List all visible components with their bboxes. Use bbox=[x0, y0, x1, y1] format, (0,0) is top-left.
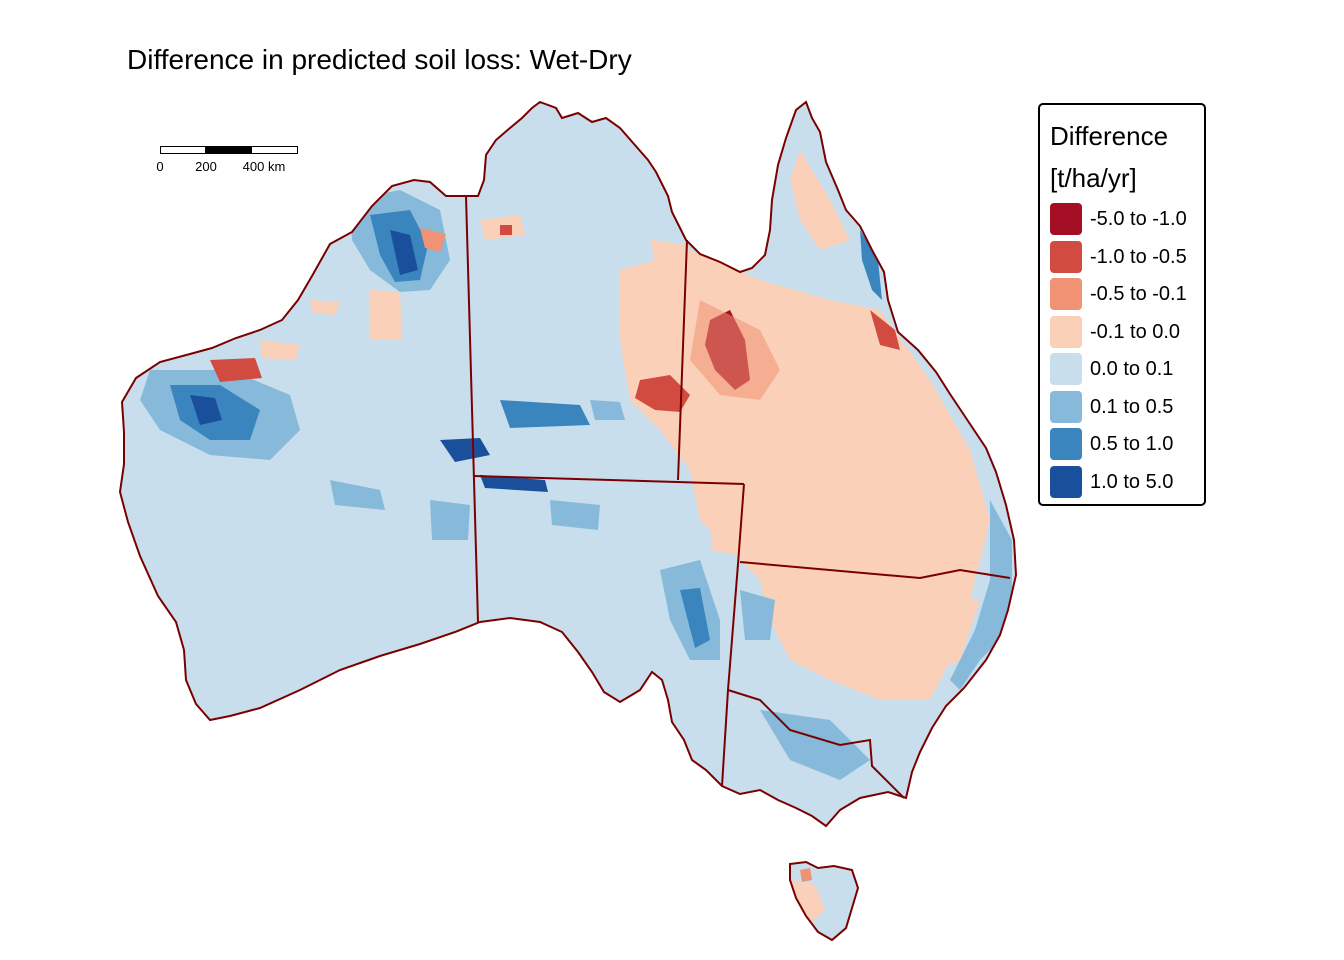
legend-label: 1.0 to 5.0 bbox=[1090, 470, 1174, 493]
legend-swatch bbox=[1050, 240, 1082, 273]
border-nt-sa bbox=[473, 475, 745, 485]
legend-label: -1.0 to -0.5 bbox=[1090, 245, 1187, 268]
legend-swatch bbox=[1050, 428, 1082, 460]
legend-item: 1.0 to 5.0 bbox=[1050, 465, 1200, 498]
legend: Difference [t/ha/yr] -5.0 to -1.0 -1.0 to… bbox=[1038, 103, 1206, 506]
legend-item: -1.0 to -0.5 bbox=[1050, 240, 1200, 273]
scale-segment-3 bbox=[251, 146, 298, 154]
legend-unit: [t/ha/yr] bbox=[1050, 163, 1137, 193]
legend-swatch bbox=[1050, 465, 1082, 498]
legend-label: 0.1 to 0.5 bbox=[1090, 395, 1174, 418]
border-nt-qld bbox=[677, 239, 688, 481]
border-nsw-vic bbox=[727, 689, 905, 799]
legend-label: 0.0 to 0.1 bbox=[1090, 358, 1174, 380]
legend-item: -5.0 to -1.0 bbox=[1050, 203, 1200, 235]
legend-item: 0.5 to 1.0 bbox=[1050, 428, 1200, 460]
border-wa bbox=[465, 195, 479, 623]
legend-label: 0.5 to 1.0 bbox=[1090, 433, 1174, 455]
scale-tick-0: 0 bbox=[156, 159, 164, 174]
scale-tick-200: 200 bbox=[195, 159, 217, 174]
legend-swatch bbox=[1050, 203, 1082, 235]
legend-label: -0.1 to 0.0 bbox=[1090, 320, 1181, 343]
scale-tick-400: 400 km bbox=[242, 159, 286, 174]
legend-item: 0.0 to 0.1 bbox=[1050, 353, 1200, 385]
legend-swatch bbox=[1050, 353, 1082, 385]
mainland-raster bbox=[120, 102, 1016, 826]
legend-label: -5.0 to -1.0 bbox=[1090, 208, 1187, 230]
border-sa-east bbox=[721, 483, 745, 787]
legend-item: -0.1 to 0.0 bbox=[1050, 315, 1200, 348]
legend-item: 0.1 to 0.5 bbox=[1050, 390, 1200, 423]
legend-title: Difference bbox=[1050, 121, 1169, 151]
state-borders bbox=[465, 195, 1011, 799]
legend-swatch bbox=[1050, 278, 1082, 310]
map-title: Difference in predicted soil loss: Wet-D… bbox=[127, 44, 632, 75]
tasmania bbox=[789, 860, 860, 942]
legend-label: -0.5 to -0.1 bbox=[1090, 283, 1187, 305]
legend-swatch bbox=[1050, 390, 1082, 423]
legend-item: -0.5 to -0.1 bbox=[1050, 278, 1200, 310]
scale-segment-2 bbox=[205, 146, 252, 154]
scale-bar: 0 200 400 km bbox=[150, 140, 320, 180]
legend-swatch bbox=[1050, 315, 1082, 348]
scale-segment-1 bbox=[160, 146, 206, 154]
border-qld-nsw bbox=[739, 561, 1011, 580]
